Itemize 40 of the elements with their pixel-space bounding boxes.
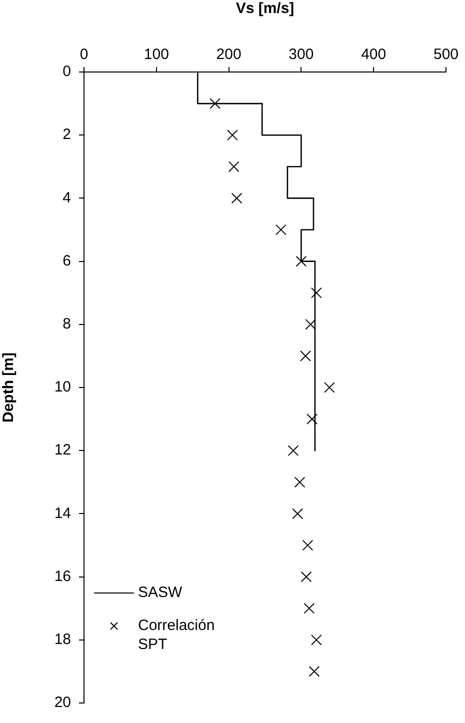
point xyxy=(294,476,306,488)
point xyxy=(324,382,335,393)
point xyxy=(288,445,299,456)
x-tick-label: 200 xyxy=(216,46,242,64)
point xyxy=(228,161,240,172)
y-tick-label: 12 xyxy=(54,442,71,459)
y-tick-label: 2 xyxy=(62,126,71,144)
point xyxy=(292,508,304,520)
point xyxy=(231,192,242,204)
y-tick-label: 4 xyxy=(62,189,71,206)
y-tick-label: 8 xyxy=(62,316,71,333)
point xyxy=(210,98,220,109)
point xyxy=(304,602,315,614)
x-tick-label: 400 xyxy=(361,46,386,64)
point xyxy=(302,540,314,551)
legend-label: SASW xyxy=(138,584,184,602)
point xyxy=(275,224,286,236)
point xyxy=(300,350,311,362)
point xyxy=(296,256,307,267)
legend-label: Correlación SPT xyxy=(138,617,215,654)
y-tick-label: 0 xyxy=(62,63,71,80)
point xyxy=(310,634,322,646)
x-axis-title: Vs [m/s] xyxy=(236,0,294,18)
x-tick-label: 0 xyxy=(80,46,88,64)
y-tick-label: 14 xyxy=(54,504,71,522)
point xyxy=(308,666,320,677)
point xyxy=(306,414,318,424)
point xyxy=(300,571,312,582)
y-tick-label: 16 xyxy=(54,568,71,585)
y-axis-title: Depth [m] xyxy=(0,352,18,422)
point xyxy=(226,130,238,141)
x-tick-label: 300 xyxy=(288,46,314,64)
y-tick-label: 18 xyxy=(54,631,71,648)
y-tick-label: 10 xyxy=(54,378,71,396)
y-tick-label: 20 xyxy=(54,694,71,712)
point xyxy=(310,287,322,298)
x-tick-label: 100 xyxy=(144,46,169,64)
x-tick-label: 500 xyxy=(433,46,459,64)
point xyxy=(305,318,316,330)
y-tick-label: 6 xyxy=(62,252,71,270)
